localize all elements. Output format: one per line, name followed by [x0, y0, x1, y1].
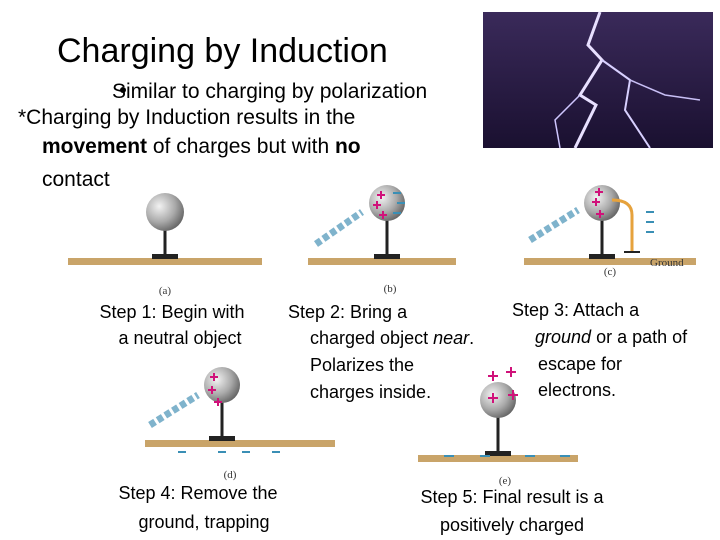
figure-label: (d)	[224, 469, 237, 481]
figure-a: (a)	[68, 193, 262, 297]
step-text: ground, trapping	[138, 512, 269, 532]
figure-label: (c)	[604, 266, 617, 278]
figure-label: (e)	[499, 475, 512, 487]
figure-c: (c) Ground	[524, 185, 696, 278]
step-text: Step 3: Attach a	[512, 300, 640, 320]
step-text: electrons.	[538, 380, 616, 400]
step-text: Step 1: Begin with	[99, 302, 244, 322]
step-text: charges inside.	[310, 382, 431, 402]
slide-title: Charging by Induction	[57, 32, 388, 70]
figure-e: (e)	[418, 367, 578, 487]
intro-line: contact	[42, 168, 110, 191]
intro-text: of charges but with	[147, 135, 335, 158]
step-part: ground	[535, 327, 592, 347]
figure-b: (b)	[308, 185, 456, 295]
step-text: escape for	[538, 354, 622, 374]
step-text: Step 2: Bring a	[288, 302, 408, 322]
intro-line: movement of charges but with no	[42, 135, 361, 158]
step-text: Step 4: Remove the	[118, 483, 277, 503]
step-part: or a path of	[591, 327, 688, 347]
step-text: charged object near.	[310, 328, 474, 348]
step-text: ground or a path of	[535, 327, 688, 347]
step-text: Polarizes the	[310, 355, 414, 375]
intro-line: *Charging by Induction results in the	[18, 106, 355, 129]
figure-label: (a)	[159, 285, 172, 297]
figure-d: (d)	[145, 367, 335, 481]
ground-label: Ground	[650, 257, 684, 269]
lightning-photo	[483, 11, 713, 149]
step-text: Step 5: Final result is a	[420, 487, 604, 507]
intro-bold: movement	[42, 135, 147, 158]
step-part: near	[433, 328, 470, 348]
step-text: a neutral object	[118, 328, 241, 348]
step-part: .	[469, 328, 474, 348]
figure-label: (b)	[384, 283, 397, 295]
intro-bold: no	[335, 135, 361, 158]
bullet-text: Similar to charging by polarization	[112, 80, 427, 103]
bullet-dot	[120, 87, 126, 93]
bullet: Similar to charging by polarization	[112, 80, 427, 103]
step-part: charged object	[310, 328, 433, 348]
step-text: positively charged	[440, 515, 584, 535]
